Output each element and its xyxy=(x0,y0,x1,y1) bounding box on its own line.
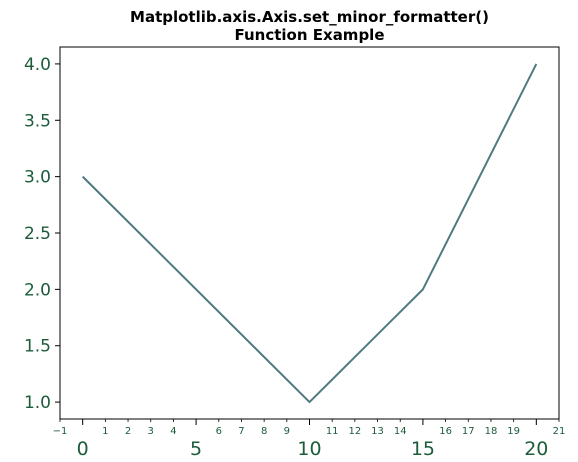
y-tick-label: 2.5 xyxy=(24,224,51,244)
x-major-tick-label: 0 xyxy=(77,438,89,460)
x-minor-tick-label: −1 xyxy=(53,426,68,437)
x-minor-tick-label: 7 xyxy=(238,426,244,437)
y-axis-ticks: 1.0 1.5 2.0 2.5 3.0 3.5 4.0 xyxy=(24,55,60,413)
x-minor-tick-label: 4 xyxy=(170,426,176,437)
x-minor-tick-label: 16 xyxy=(439,426,452,437)
x-minor-tick-label: 13 xyxy=(371,426,384,437)
chart-title-line-2: Function Example xyxy=(235,26,385,44)
x-minor-tick-label: 21 xyxy=(553,426,566,437)
y-tick-label: 2.0 xyxy=(24,280,51,300)
x-minor-tick-label: 11 xyxy=(326,426,339,437)
x-minor-tick-label: 2 xyxy=(125,426,131,437)
x-minor-tick-label: 12 xyxy=(348,426,361,437)
y-tick-label: 1.5 xyxy=(24,337,51,357)
x-minor-tick-label: 18 xyxy=(485,426,498,437)
x-axis-ticks: 0 5 10 15 20−1 1 2 3 4 6 7 8 9 11 12 13 14 16 17 18 19 21 xyxy=(53,419,566,460)
x-major-tick-label: 20 xyxy=(524,438,548,460)
axes-frame xyxy=(59,46,560,420)
y-tick-label: 3.0 xyxy=(24,168,51,188)
x-minor-tick-label: 9 xyxy=(284,426,290,437)
y-tick-label: 4.0 xyxy=(24,55,51,75)
x-minor-tick-label: 8 xyxy=(261,426,267,437)
y-tick-label: 3.5 xyxy=(24,111,51,131)
x-minor-tick-label: 17 xyxy=(462,426,475,437)
x-minor-tick-label: 19 xyxy=(507,426,520,437)
x-major-tick-label: 15 xyxy=(411,438,435,460)
y-tick-label: 1.0 xyxy=(24,393,51,413)
x-minor-tick-label: 14 xyxy=(394,426,407,437)
x-minor-tick-label: 6 xyxy=(216,426,222,437)
x-minor-tick-label: 3 xyxy=(148,426,154,437)
plot-area xyxy=(81,63,538,404)
x-major-tick-label: 5 xyxy=(190,438,202,460)
chart-title: Matplotlib.axis.Axis.set_minor_formatter… xyxy=(130,8,489,44)
chart-title-line-1: Matplotlib.axis.Axis.set_minor_formatter… xyxy=(130,8,489,26)
x-major-tick-label: 10 xyxy=(297,438,321,460)
x-minor-tick-label: 1 xyxy=(102,426,108,437)
series-line xyxy=(81,63,538,404)
